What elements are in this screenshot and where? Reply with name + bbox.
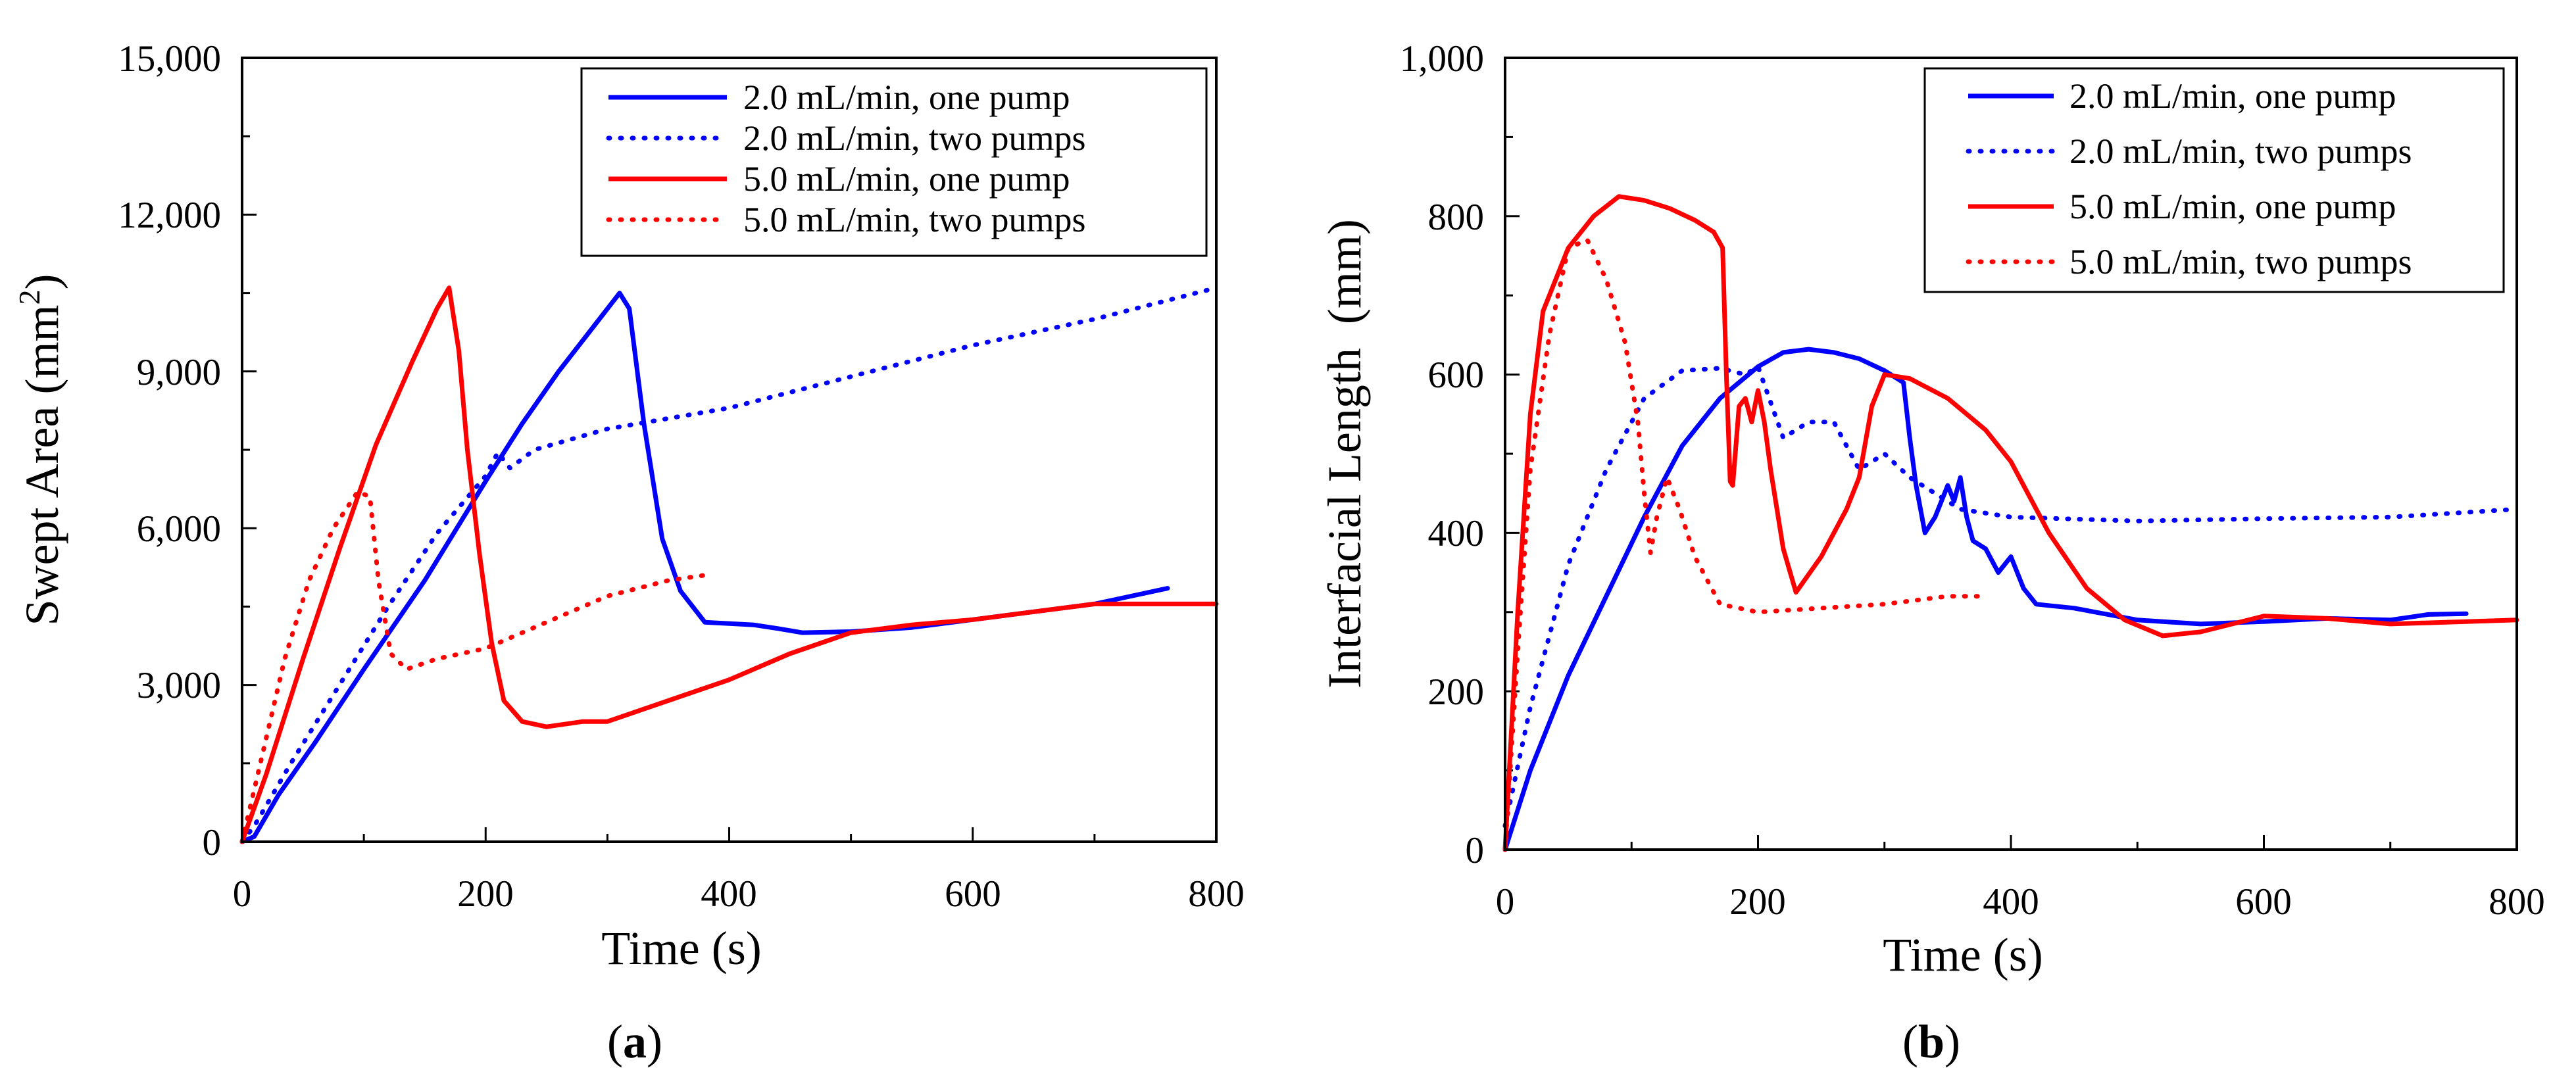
panel-a-xtick-label: 600 [945, 873, 1001, 915]
panel-b-y-axis-title: Interfacial Length (mm) [1318, 219, 1371, 689]
panel-b-ytick-label: 1,000 [1400, 38, 1484, 80]
panel-b-legend-box [1923, 67, 2505, 293]
panel-b-series-line-2 [1502, 194, 2519, 852]
panel-a-series-line-0 [239, 291, 1170, 844]
panel-b-plot-frame [1504, 57, 2518, 851]
panel-b-caption-letter: b [1918, 1015, 1944, 1068]
panel-a-y-axis-title: Swept Area (mm2) [12, 274, 68, 626]
panel-a-ytick-label: 3,000 [137, 665, 221, 706]
panel-a-legend: 2.0 mL/min, one pump 2.0 mL/min, two pum… [580, 67, 1208, 257]
panel-b-ytick-label: 200 [1428, 671, 1485, 713]
panel-a-ytick-label: 6,000 [137, 508, 221, 550]
panel-a-xtick-label: 200 [457, 873, 514, 915]
panel-a-chart: 0 3,000 6,000 9,000 12,000 15,000 0 200 … [12, 38, 1245, 1068]
panel-b-xtick-label: 400 [1983, 881, 2039, 923]
panel-a-plot-frame [241, 57, 1218, 843]
panel-b-legend-label: 2.0 mL/min, two pumps [2069, 132, 2412, 171]
panel-a-ytick-label: 15,000 [118, 38, 221, 80]
panel-a-y-axis-title-end: ) [16, 274, 68, 290]
panel-a-legend-label: 2.0 mL/min, one pump [743, 78, 1070, 117]
panel-b-ytick-label: 400 [1428, 513, 1485, 554]
panel-a-caption: (a) [607, 1015, 662, 1068]
panel-a-legend-label: 5.0 mL/min, one pump [743, 159, 1070, 199]
panel-a-ytick-label: 12,000 [118, 195, 221, 236]
panel-a-series-line-1 [239, 285, 1219, 844]
panel-b-xtick-label: 600 [2235, 881, 2292, 923]
panel-b-legend-label: 2.0 mL/min, one pump [2069, 76, 2396, 116]
panel-b-legend-label: 5.0 mL/min, one pump [2069, 187, 2396, 226]
panel-b-series [1502, 194, 2519, 852]
panel-b-xtick-label: 200 [1729, 881, 1786, 923]
panel-b-series-line-1 [1502, 364, 2519, 829]
panel-b-series-line-0 [1502, 347, 2469, 852]
panel-a-series [239, 285, 1219, 844]
panel-a-xtick-label: 0 [233, 873, 252, 915]
panel-a-legend-label: 5.0 mL/min, two pumps [743, 200, 1086, 239]
panel-a-ytick-label: 9,000 [137, 352, 221, 393]
panel-b-legend: 2.0 mL/min, one pump 2.0 mL/min, two pum… [1923, 67, 2505, 293]
panel-a-xtick-label: 400 [701, 873, 757, 915]
panel-a-series-line-2 [239, 285, 1219, 844]
panel-a-y-axis-title-main: Swept Area (mm [16, 305, 68, 626]
panel-b-legend-label: 5.0 mL/min, two pumps [2069, 242, 2412, 281]
panel-a-ytick-label: 0 [203, 822, 222, 863]
panel-b-x-axis-title: Time (s) [1883, 929, 2043, 981]
panel-a-legend-label: 2.0 mL/min, two pumps [743, 118, 1086, 158]
panel-b-caption: (b) [1902, 1015, 1960, 1068]
panel-b-xtick-label: 800 [2489, 881, 2545, 923]
panel-b-ytick-label: 800 [1428, 197, 1485, 238]
panel-b-ytick-label: 0 [1466, 830, 1485, 871]
panel-a-y-axis-title-superscript: 2 [12, 290, 46, 305]
panel-a-series-line-3 [239, 489, 707, 844]
panel-b-ytick-label: 600 [1428, 354, 1485, 396]
panel-b-xtick-label: 0 [1496, 881, 1515, 923]
panel-a-caption-letter: a [623, 1015, 647, 1068]
panel-a-x-axis-title: Time (s) [601, 922, 761, 975]
panel-b-series-line-3 [1502, 237, 1989, 852]
panel-a-xtick-label: 800 [1188, 873, 1245, 915]
panel-b-chart: 0 200 400 600 800 1,000 0 200 400 600 80… [1318, 38, 2545, 1068]
